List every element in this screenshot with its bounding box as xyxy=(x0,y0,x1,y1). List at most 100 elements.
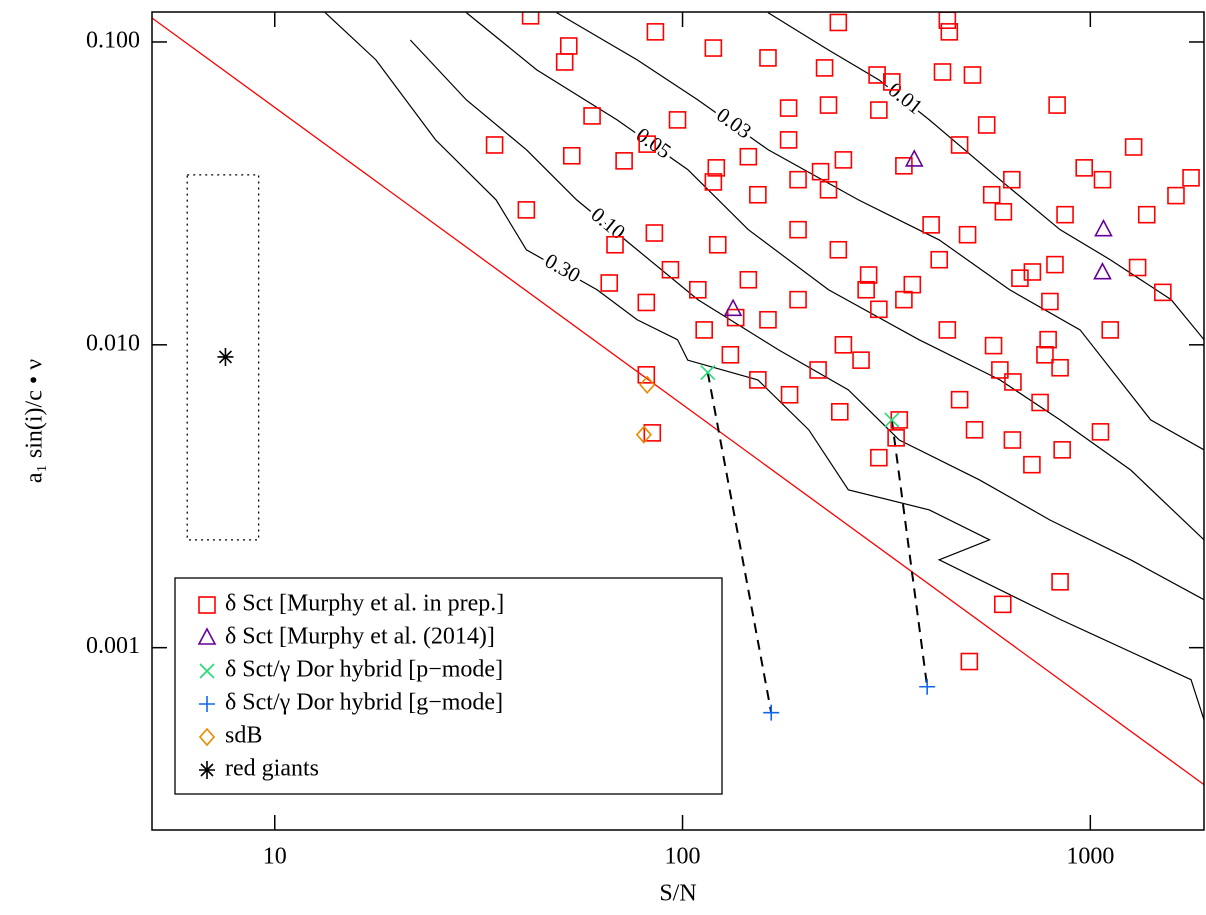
point xyxy=(1167,186,1185,205)
point xyxy=(977,116,996,134)
point xyxy=(739,147,758,166)
point xyxy=(600,274,619,292)
point xyxy=(883,73,901,91)
x-tick-label: 10 xyxy=(263,844,287,870)
point xyxy=(749,371,767,389)
contour-line xyxy=(465,12,1204,541)
point xyxy=(555,53,574,71)
point xyxy=(1004,373,1022,391)
point xyxy=(789,290,807,309)
legend-marker xyxy=(198,727,216,747)
point xyxy=(1094,218,1113,237)
point xyxy=(1091,423,1110,441)
legend-marker xyxy=(197,627,217,645)
x-tick-label: 1000 xyxy=(1066,844,1114,870)
contour-line xyxy=(409,39,1204,601)
point xyxy=(859,266,878,284)
point xyxy=(708,235,727,254)
x-axis-label: S/N xyxy=(659,881,696,907)
point xyxy=(922,216,940,234)
point xyxy=(1011,269,1029,287)
point xyxy=(1075,159,1094,177)
legend-label: sdB xyxy=(225,723,262,749)
point xyxy=(668,111,687,129)
point xyxy=(834,336,853,354)
point xyxy=(933,63,952,81)
point xyxy=(1048,96,1066,114)
point xyxy=(485,136,504,154)
legend-marker xyxy=(198,596,216,614)
point xyxy=(695,321,713,339)
point xyxy=(639,375,656,394)
hybrid-connector xyxy=(890,419,929,687)
point xyxy=(830,402,849,421)
point xyxy=(779,99,798,117)
point xyxy=(1093,170,1112,189)
point xyxy=(809,361,827,379)
point xyxy=(721,345,740,364)
point xyxy=(707,159,726,177)
point xyxy=(1003,170,1021,189)
point xyxy=(726,308,745,327)
point xyxy=(852,351,870,369)
point xyxy=(1128,258,1147,277)
point xyxy=(1053,441,1071,459)
point xyxy=(1056,205,1074,224)
point xyxy=(950,390,969,409)
point xyxy=(661,260,680,279)
point xyxy=(993,595,1012,614)
point xyxy=(1023,455,1041,474)
point xyxy=(645,224,664,242)
contour-line xyxy=(324,12,1204,720)
point xyxy=(723,298,743,317)
legend-marker xyxy=(199,761,215,779)
point xyxy=(739,270,758,289)
point xyxy=(643,424,662,442)
point xyxy=(811,162,830,181)
point xyxy=(895,290,913,309)
legend-marker xyxy=(199,696,215,712)
point xyxy=(919,678,936,695)
point xyxy=(958,225,977,244)
point xyxy=(960,652,979,671)
point xyxy=(646,23,665,41)
point xyxy=(1101,321,1120,339)
point xyxy=(606,235,624,254)
point xyxy=(1003,431,1022,449)
point xyxy=(984,336,1003,355)
point xyxy=(870,101,888,119)
point xyxy=(991,361,1009,379)
point xyxy=(834,151,853,169)
y-tick-label: 0.100 xyxy=(86,27,140,53)
limit-line xyxy=(152,17,1204,786)
point xyxy=(884,412,900,428)
point xyxy=(559,37,578,55)
y-tick-label: 0.010 xyxy=(86,330,140,356)
point xyxy=(857,280,875,299)
point xyxy=(749,185,767,204)
point xyxy=(635,425,652,444)
point xyxy=(779,131,798,149)
point xyxy=(868,66,886,84)
point xyxy=(704,173,723,191)
point xyxy=(583,107,601,125)
point xyxy=(789,170,807,189)
point xyxy=(780,385,799,404)
plot-frame xyxy=(151,11,1205,831)
point xyxy=(829,13,848,32)
point xyxy=(1039,330,1057,349)
point xyxy=(940,23,959,41)
point xyxy=(517,201,536,219)
point xyxy=(994,202,1013,221)
point xyxy=(1046,255,1064,274)
y-axis-label: a₁ sin(i)/c • ν xyxy=(22,359,48,483)
point xyxy=(982,185,1001,204)
point xyxy=(562,146,581,165)
point xyxy=(1093,262,1112,280)
legend-box xyxy=(174,577,723,795)
point xyxy=(637,293,656,312)
point xyxy=(870,448,888,467)
point xyxy=(789,220,807,239)
point xyxy=(759,49,777,67)
